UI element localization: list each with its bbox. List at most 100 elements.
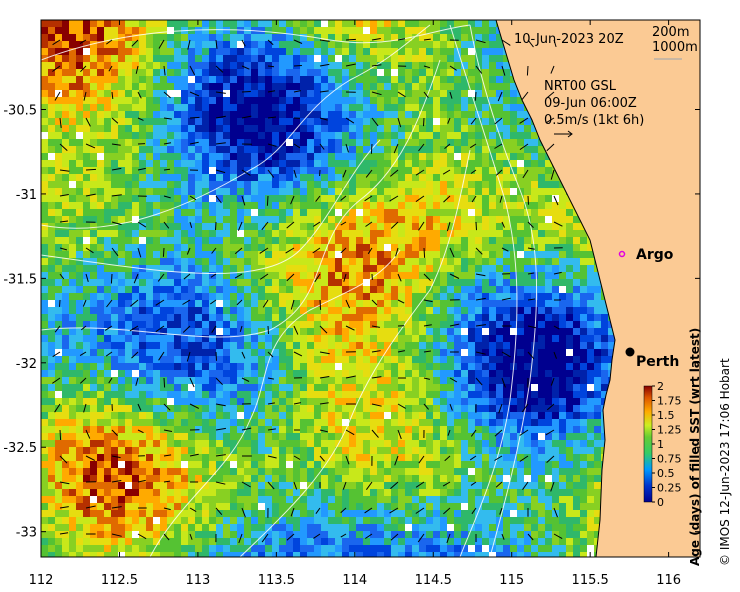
sst-cell xyxy=(475,20,482,27)
sst-cell xyxy=(496,279,503,286)
sst-cell xyxy=(377,370,384,377)
sst-cell xyxy=(258,41,265,48)
sst-cell xyxy=(468,76,475,83)
sst-cell xyxy=(300,209,307,216)
sst-cell xyxy=(356,181,363,188)
sst-cell xyxy=(468,209,475,216)
sst-cell xyxy=(433,398,440,405)
sst-cell xyxy=(111,55,118,62)
sst-cell xyxy=(41,181,48,188)
sst-cell xyxy=(160,293,167,300)
sst-cell xyxy=(433,342,440,349)
sst-cell xyxy=(496,209,503,216)
sst-cell xyxy=(258,363,265,370)
sst-cell xyxy=(244,258,251,265)
sst-cell xyxy=(223,118,230,125)
sst-cell xyxy=(167,104,174,111)
sst-cell xyxy=(286,405,293,412)
sst-cell xyxy=(146,405,153,412)
sst-cell xyxy=(216,258,223,265)
sst-cell xyxy=(244,209,251,216)
sst-cell xyxy=(335,55,342,62)
sst-cell xyxy=(594,412,601,419)
sst-cell xyxy=(580,321,587,328)
sst-cell xyxy=(419,370,426,377)
sst-cell xyxy=(405,412,412,419)
sst-cell xyxy=(258,27,265,34)
sst-cell xyxy=(237,237,244,244)
sst-cell xyxy=(216,181,223,188)
sst-cell xyxy=(55,188,62,195)
sst-cell xyxy=(328,307,335,314)
sst-cell xyxy=(209,55,216,62)
sst-cell xyxy=(314,398,321,405)
sst-cell xyxy=(398,223,405,230)
sst-cell xyxy=(363,258,370,265)
sst-cell xyxy=(139,384,146,391)
sst-cell xyxy=(328,349,335,356)
sst-cell xyxy=(181,370,188,377)
sst-cell xyxy=(461,349,468,356)
sst-cell xyxy=(244,160,251,167)
sst-cell xyxy=(293,391,300,398)
sst-cell xyxy=(265,342,272,349)
sst-cell xyxy=(503,391,510,398)
sst-cell xyxy=(468,48,475,55)
sst-cell xyxy=(440,279,447,286)
sst-cell xyxy=(104,230,111,237)
sst-cell xyxy=(48,286,55,293)
sst-cell xyxy=(251,83,258,90)
sst-cell xyxy=(293,139,300,146)
sst-cell xyxy=(272,83,279,90)
sst-cell xyxy=(468,384,475,391)
sst-cell xyxy=(503,146,510,153)
sst-cell xyxy=(496,34,503,41)
sst-cell xyxy=(160,20,167,27)
sst-cell xyxy=(209,265,216,272)
sst-cell xyxy=(496,223,503,230)
sst-cell xyxy=(48,195,55,202)
sst-cell xyxy=(580,342,587,349)
sst-cell xyxy=(531,293,538,300)
sst-cell xyxy=(244,384,251,391)
sst-cell xyxy=(468,146,475,153)
sst-cell xyxy=(580,230,587,237)
sst-cell xyxy=(293,265,300,272)
sst-cell xyxy=(489,300,496,307)
sst-cell xyxy=(167,293,174,300)
sst-cell xyxy=(174,97,181,104)
sst-cell xyxy=(468,307,475,314)
sst-cell xyxy=(440,300,447,307)
sst-cell xyxy=(510,111,517,118)
sst-cell xyxy=(251,279,258,286)
sst-cell xyxy=(69,111,76,118)
sst-cell xyxy=(328,223,335,230)
sst-cell xyxy=(41,97,48,104)
sst-cell xyxy=(566,223,573,230)
sst-cell xyxy=(489,118,496,125)
sst-cell xyxy=(377,391,384,398)
sst-cell xyxy=(461,321,468,328)
sst-cell xyxy=(230,34,237,41)
sst-cell xyxy=(398,398,405,405)
sst-cell xyxy=(244,216,251,223)
sst-cell xyxy=(83,97,90,104)
sst-cell xyxy=(566,370,573,377)
sst-cell xyxy=(62,90,69,97)
sst-cell xyxy=(265,69,272,76)
sst-cell xyxy=(62,265,69,272)
sst-cell xyxy=(426,41,433,48)
sst-cell xyxy=(48,97,55,104)
sst-cell xyxy=(188,97,195,104)
sst-cell xyxy=(447,41,454,48)
sst-cell xyxy=(125,118,132,125)
sst-cell xyxy=(279,139,286,146)
sst-cell xyxy=(384,279,391,286)
sst-cell xyxy=(370,97,377,104)
sst-cell xyxy=(97,153,104,160)
sst-cell xyxy=(293,405,300,412)
sst-cell xyxy=(83,391,90,398)
sst-cell xyxy=(426,230,433,237)
sst-cell xyxy=(202,279,209,286)
sst-cell xyxy=(286,76,293,83)
